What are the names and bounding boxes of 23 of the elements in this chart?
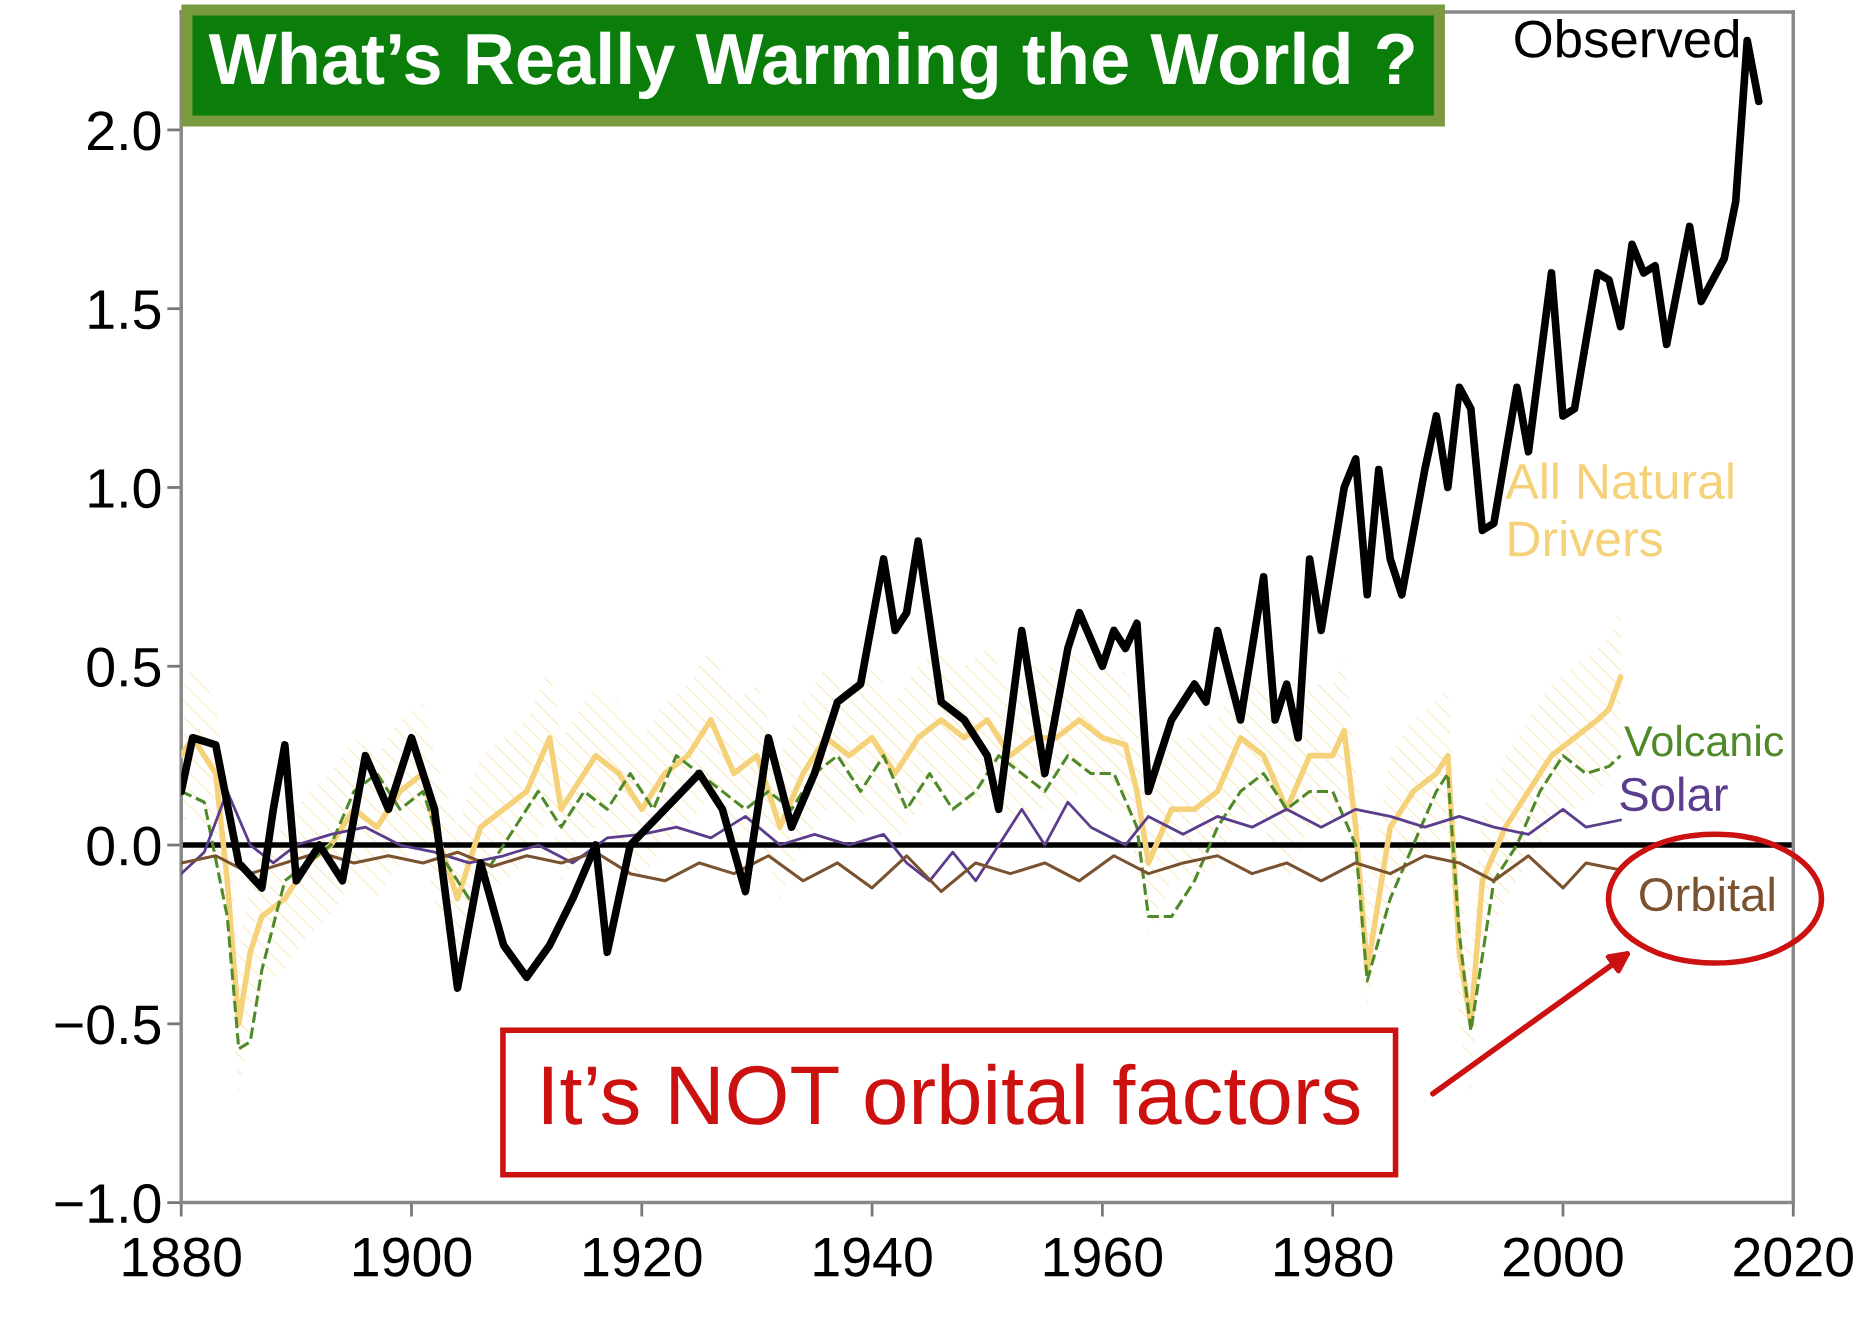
- y-tick-label: 1.0: [89, 468, 161, 509]
- y-tick-label: 0.0: [87, 826, 161, 866]
- x-tick-label: 1960: [1044, 1237, 1163, 1277]
- y-tick-label: 1.5: [89, 290, 161, 330]
- x-tick-label: 1980: [1275, 1237, 1393, 1277]
- series-label: Solar: [1620, 776, 1728, 812]
- text: All Natural Drivers: [1505, 462, 1733, 557]
- series-label: Observed: [1515, 19, 1739, 58]
- x-tick-label: 1900: [353, 1237, 472, 1277]
- series-label: Orbital: [1640, 876, 1774, 912]
- y-tick-label: 2.0: [88, 111, 161, 151]
- x-tick-label: 1920: [584, 1237, 702, 1277]
- annotation: It’s NOT orbital factors: [543, 1063, 1360, 1125]
- x-tick-label: 1880: [123, 1237, 241, 1277]
- chart-title: What’s Really Warming the World ?: [208, 31, 1414, 100]
- x-tick-label: 2020: [1734, 1237, 1853, 1277]
- line-series: [181, 790, 1622, 883]
- series-label: Volcanic: [1624, 724, 1784, 757]
- y-tick-label: −1.0: [55, 1183, 161, 1224]
- x-tick-label: 1940: [814, 1237, 932, 1277]
- y-tick-label: −0.5: [55, 1005, 161, 1045]
- y-tick-label: 0.5: [87, 647, 161, 687]
- x-tick-label: 2000: [1503, 1237, 1623, 1277]
